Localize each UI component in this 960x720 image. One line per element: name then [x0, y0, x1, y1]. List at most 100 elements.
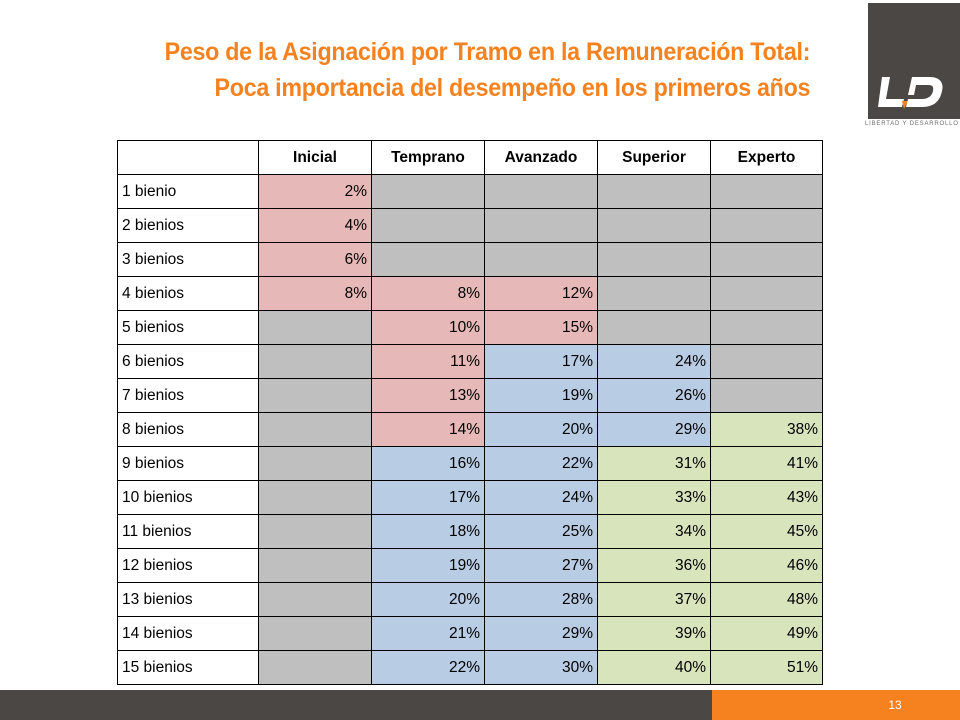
row-label: 3 bienios	[117, 242, 259, 277]
table-cell: 8%	[258, 276, 372, 311]
table-row: 10 bienios 17% 24% 33% 43%	[117, 480, 823, 515]
table-cell	[371, 242, 485, 277]
table-cell	[258, 650, 372, 685]
table-cell: 29%	[484, 616, 598, 651]
footer-bar	[0, 690, 712, 720]
table-row: 1 bienio 2%	[117, 174, 823, 209]
table-cell: 36%	[597, 548, 711, 583]
table-cell: 27%	[484, 548, 598, 583]
logo-caption: LIBERTAD Y DESARROLLO	[865, 121, 959, 127]
table-row: 8 bienios 14% 20% 29% 38%	[117, 412, 823, 447]
table-cell: 10%	[371, 310, 485, 345]
table-cell: 13%	[371, 378, 485, 413]
table-cell	[258, 548, 372, 583]
ld-logo-mark: LD	[878, 77, 943, 109]
table-cell	[710, 174, 823, 209]
table-cell	[710, 310, 823, 345]
table-cell: 24%	[484, 480, 598, 515]
table-cell	[597, 174, 711, 209]
table-cell: 4%	[258, 208, 372, 243]
table-cell: 31%	[597, 446, 711, 481]
table-cell	[258, 412, 372, 447]
table-cell: 41%	[710, 446, 823, 481]
table-cell: 20%	[484, 412, 598, 447]
table-cell: 22%	[484, 446, 598, 481]
table-row: 11 bienios 18% 25% 34% 45%	[117, 514, 823, 549]
table-cell: 43%	[710, 480, 823, 515]
remuneration-table: Inicial Temprano Avanzado Superior Experto 1…	[117, 140, 823, 685]
table-row: 7 bienios 13% 19% 26%	[117, 378, 823, 413]
table-cell	[710, 276, 823, 311]
table-cell: 38%	[710, 412, 823, 447]
row-label: 14 bienios	[117, 616, 259, 651]
table-cell: 21%	[371, 616, 485, 651]
table-cell: 24%	[597, 344, 711, 379]
table-cell: 25%	[484, 514, 598, 549]
table-cell	[258, 480, 372, 515]
row-label: 12 bienios	[117, 548, 259, 583]
row-label: 15 bienios	[117, 650, 259, 685]
table-cell	[710, 378, 823, 413]
column-header: Experto	[710, 140, 823, 175]
table-cell	[597, 310, 711, 345]
table-row: 13 bienios 20% 28% 37% 48%	[117, 582, 823, 617]
table-cell: 45%	[710, 514, 823, 549]
column-header: Avanzado	[484, 140, 598, 175]
table-cell: 33%	[597, 480, 711, 515]
table-cell: 19%	[371, 548, 485, 583]
table-header-row: Inicial Temprano Avanzado Superior Experto	[117, 140, 823, 175]
table-cell: 51%	[710, 650, 823, 685]
table-cell	[484, 242, 598, 277]
row-label: 5 bienios	[117, 310, 259, 345]
table-cell	[371, 208, 485, 243]
table-cell	[484, 208, 598, 243]
row-label: 13 bienios	[117, 582, 259, 617]
table-cell: 15%	[484, 310, 598, 345]
row-label: 1 bienio	[117, 174, 259, 209]
table-cell: 46%	[710, 548, 823, 583]
table-row: 3 bienios 6%	[117, 242, 823, 277]
table-cell: 18%	[371, 514, 485, 549]
table-cell	[258, 378, 372, 413]
table-cell: 2%	[258, 174, 372, 209]
table-row: 5 bienios 10% 15%	[117, 310, 823, 345]
table-cell	[371, 174, 485, 209]
logo: LD	[868, 3, 960, 119]
table-cell: 40%	[597, 650, 711, 685]
table-cell: 34%	[597, 514, 711, 549]
table-cell: 12%	[484, 276, 598, 311]
row-label: 8 bienios	[117, 412, 259, 447]
row-label: 6 bienios	[117, 344, 259, 379]
table-cell	[710, 344, 823, 379]
row-label: 7 bienios	[117, 378, 259, 413]
row-label: 11 bienios	[117, 514, 259, 549]
page-number: 13	[888, 698, 902, 712]
table-cell: 17%	[484, 344, 598, 379]
table-cell	[710, 242, 823, 277]
row-label: 2 bienios	[117, 208, 259, 243]
table-cell	[258, 514, 372, 549]
table-cell	[258, 616, 372, 651]
table-row: 14 bienios 21% 29% 39% 49%	[117, 616, 823, 651]
table-cell: 17%	[371, 480, 485, 515]
table-cell: 26%	[597, 378, 711, 413]
table-cell: 28%	[484, 582, 598, 617]
table-cell: 49%	[710, 616, 823, 651]
table-row: 6 bienios 11% 17% 24%	[117, 344, 823, 379]
table-cell: 48%	[710, 582, 823, 617]
row-label: 4 bienios	[117, 276, 259, 311]
table-cell: 29%	[597, 412, 711, 447]
table-cell	[710, 208, 823, 243]
table-cell: 11%	[371, 344, 485, 379]
table-cell: 20%	[371, 582, 485, 617]
table-cell	[258, 344, 372, 379]
table-row: 12 bienios 19% 27% 36% 46%	[117, 548, 823, 583]
slide-title-line-1: Peso de la Asignación por Tramo en la Re…	[164, 38, 810, 66]
header-corner-cell	[117, 140, 259, 175]
row-label: 9 bienios	[117, 446, 259, 481]
footer-accent	[712, 690, 960, 720]
table-row: 9 bienios 16% 22% 31% 41%	[117, 446, 823, 481]
table-row: 2 bienios 4%	[117, 208, 823, 243]
table-cell	[258, 310, 372, 345]
table-cell	[484, 174, 598, 209]
